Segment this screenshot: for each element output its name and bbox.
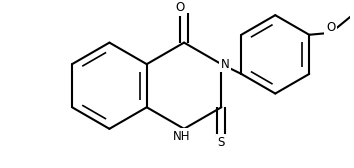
- Text: N: N: [221, 58, 230, 71]
- Text: NH: NH: [173, 130, 191, 143]
- Text: S: S: [218, 136, 225, 149]
- Text: O: O: [176, 1, 185, 14]
- Text: O: O: [326, 21, 335, 34]
